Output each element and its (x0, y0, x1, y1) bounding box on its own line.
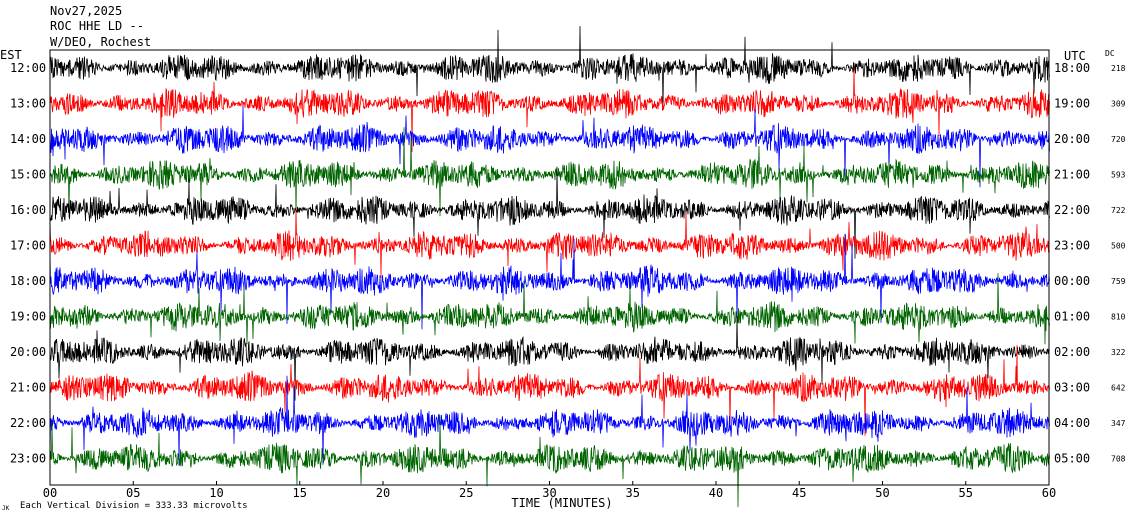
trace-line (49, 166, 1050, 259)
right-hour-label: 00:00 (1054, 274, 1090, 288)
header-date: Nov27,2025 (50, 4, 123, 18)
x-tick-label: 25 (459, 486, 473, 500)
left-hour-label: 12:00 (10, 61, 46, 75)
x-tick-label: 10 (209, 486, 223, 500)
trace-group (49, 26, 1050, 508)
trace-line (49, 415, 1050, 508)
left-hour-label: 23:00 (10, 452, 46, 466)
x-axis-ticks: 00 05 10 15 20 25 30 35 40 45 50 55 60 (43, 481, 1056, 500)
trace-line (49, 273, 1050, 345)
header-location: W/DEO, Rochest (50, 35, 152, 49)
x-tick-label: 50 (875, 486, 889, 500)
trace-line (49, 105, 1050, 188)
scale-footnote: Each Vertical Division = 333.33 microvol… (20, 501, 248, 511)
left-hour-label: 15:00 (10, 168, 46, 182)
dc-value-label: 720 (1111, 135, 1126, 144)
dc-value-label: 347 (1111, 419, 1126, 428)
right-hour-label: 20:00 (1054, 132, 1090, 146)
left-hour-label: 16:00 (10, 203, 46, 217)
left-timezone-label: EST (0, 48, 22, 62)
left-hour-label: 17:00 (10, 239, 46, 253)
right-timezone-label: UTC (1064, 49, 1086, 63)
dc-value-label: 810 (1111, 313, 1126, 322)
x-tick-label: 40 (709, 486, 723, 500)
dc-value-label: 642 (1111, 384, 1126, 393)
x-tick-label: 20 (376, 486, 390, 500)
trace-line (49, 209, 1050, 279)
left-hour-label: 13:00 (10, 97, 46, 111)
left-hour-label: 18:00 (10, 274, 46, 288)
x-axis-title: TIME (MINUTES) (511, 496, 612, 510)
trace-line (49, 315, 1050, 401)
right-hour-label: 03:00 (1054, 381, 1090, 395)
x-tick-label: 05 (126, 486, 140, 500)
dc-value-label: 218 (1111, 64, 1126, 73)
left-hour-label: 21:00 (10, 381, 46, 395)
dc-value-label: 708 (1111, 455, 1126, 464)
footer-mark: JK (2, 505, 10, 512)
right-hour-label: 19:00 (1054, 97, 1090, 111)
right-hour-label: 18:00 (1054, 61, 1090, 75)
x-tick-label: 60 (1042, 486, 1056, 500)
dc-value-label: 322 (1111, 348, 1126, 357)
left-time-labels: 12:00 13:00 14:00 15:00 16:00 17:00 18:00 19:00… (10, 61, 46, 466)
trace-line (49, 375, 1050, 466)
left-hour-label: 19:00 (10, 310, 46, 324)
x-tick-label: 30 (542, 486, 556, 500)
dc-value-label: 593 (1111, 171, 1126, 180)
x-tick-label: 15 (293, 486, 307, 500)
x-tick-label: 35 (626, 486, 640, 500)
right-time-labels: 18:00 19:00 20:00 21:00 22:00 23:00 00:00 01:00… (1054, 61, 1090, 466)
trace-line (49, 127, 1050, 218)
dc-header-label: DC (1105, 49, 1115, 58)
dc-value-label: 500 (1111, 242, 1126, 251)
trace-line (49, 345, 1050, 436)
right-hour-label: 02:00 (1054, 345, 1090, 359)
right-hour-label: 01:00 (1054, 310, 1090, 324)
trace-line (49, 67, 1050, 153)
right-hour-label: 05:00 (1054, 452, 1090, 466)
right-hour-label: 04:00 (1054, 416, 1090, 430)
header-station: ROC HHE LD -- (50, 19, 144, 33)
left-hour-label: 20:00 (10, 345, 46, 359)
trace-line (49, 233, 1050, 330)
x-tick-label: 00 (43, 486, 57, 500)
left-hour-label: 14:00 (10, 132, 46, 146)
dc-value-label: 309 (1111, 100, 1126, 109)
right-hour-label: 22:00 (1054, 203, 1090, 217)
right-hour-label: 23:00 (1054, 239, 1090, 253)
trace-line (49, 26, 1050, 111)
right-hour-label: 21:00 (1054, 168, 1090, 182)
dc-value-label: 759 (1111, 277, 1126, 286)
left-hour-label: 22:00 (10, 416, 46, 430)
dc-values: 218 309 720 593 722 500 759 810 322 642 347 708 (1111, 64, 1126, 464)
x-tick-label: 55 (959, 486, 973, 500)
dc-value-label: 722 (1111, 206, 1126, 215)
x-tick-label: 45 (792, 486, 806, 500)
